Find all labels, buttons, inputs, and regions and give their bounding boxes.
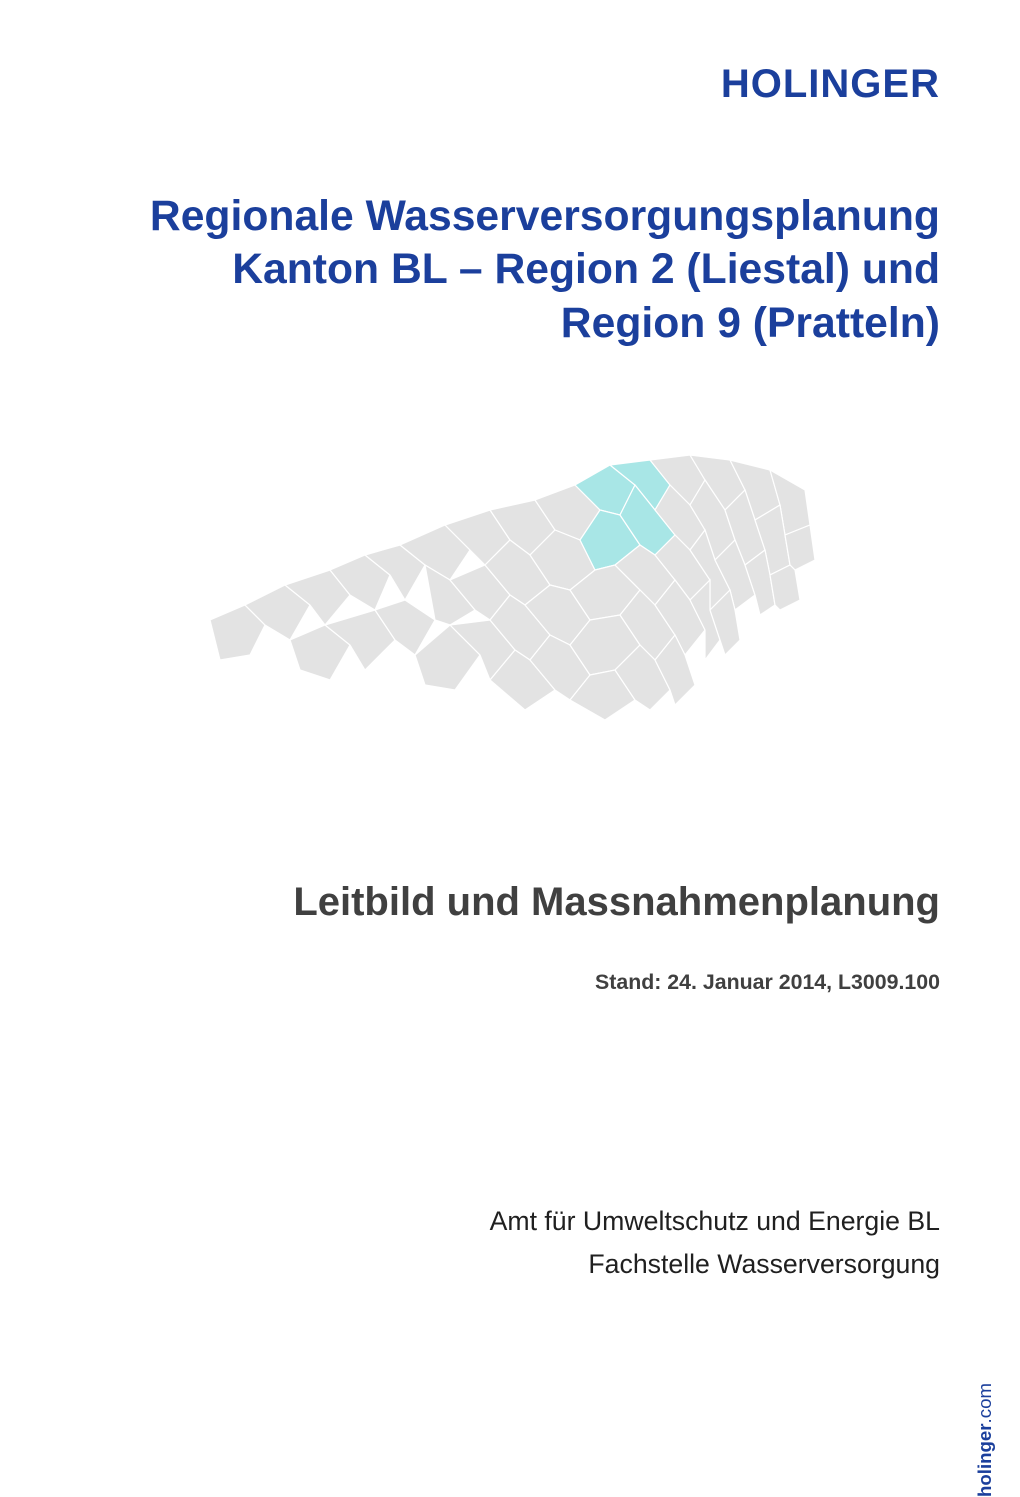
side-brand-url: holinger.com xyxy=(974,1383,996,1497)
title-block: Regionale Wasserversorgungsplanung Kanto… xyxy=(100,190,940,350)
map-container xyxy=(0,410,1020,770)
title-line-1: Regionale Wasserversorgungsplanung xyxy=(100,190,940,243)
side-brand-domain: .com xyxy=(974,1383,995,1423)
document-page: HOLINGER Regionale Wasserversorgungsplan… xyxy=(0,0,1020,1443)
title-line-3: Region 9 (Pratteln) xyxy=(100,297,940,350)
title-line-2: Kanton BL – Region 2 (Liestal) und xyxy=(100,243,940,296)
footer-line-1: Amt für Umweltschutz und Energie BL xyxy=(100,1200,940,1243)
footer-line-2: Fachstelle Wasserversorgung xyxy=(100,1243,940,1286)
brand-logo: HOLINGER xyxy=(721,62,940,107)
side-brand-bold: holinger xyxy=(974,1423,995,1497)
subtitle: Leitbild und Massnahmenplanung xyxy=(100,880,940,925)
brand-name: HOLINGER xyxy=(721,62,940,106)
status-line: Stand: 24. Januar 2014, L3009.100 xyxy=(100,970,940,995)
footer-block: Amt für Umweltschutz und Energie BL Fach… xyxy=(100,1200,940,1285)
canton-map xyxy=(190,410,830,770)
